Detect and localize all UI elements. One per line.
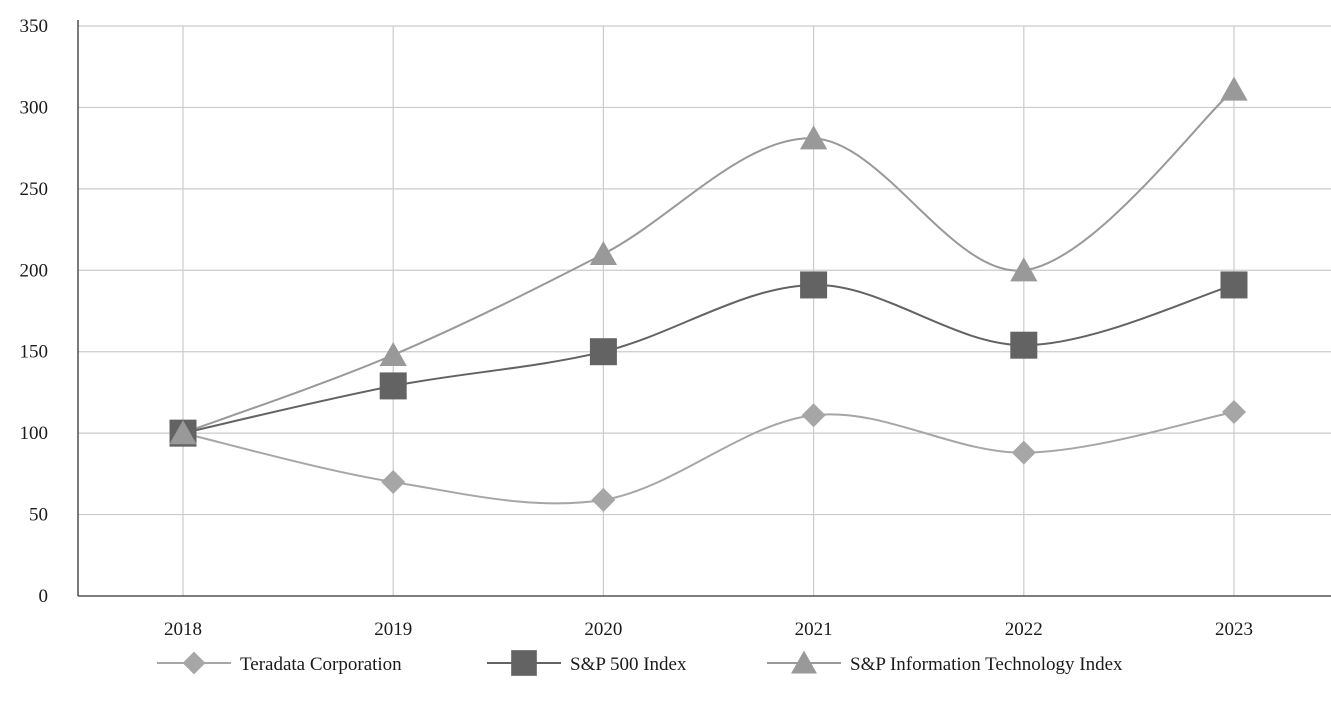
series-line-sandp-information-technology-index [182, 88, 1235, 435]
data-point-sandp-500-index-2020 [589, 338, 617, 366]
legend-marker-teradata-corporation [182, 651, 206, 675]
data-point-sandp-500-index-2019 [379, 372, 407, 400]
x-tick-label-2019: 2019 [374, 619, 412, 640]
data-point-sandp-information-technology-index-2018 [169, 420, 197, 445]
y-tick-label-200: 200 [20, 260, 49, 281]
series-line-sandp-500-index [182, 283, 1235, 435]
legend-label-sandp-information-technology-index: S&P Information Technology Index [850, 654, 1123, 675]
series-markers [169, 76, 1248, 512]
y-tick-label-0: 0 [39, 586, 49, 607]
x-tick-label-2021: 2021 [795, 619, 833, 640]
data-point-sandp-500-index-2023 [1220, 271, 1248, 299]
y-tick-label-350: 350 [20, 16, 49, 37]
data-point-teradata-corporation-2020 [591, 487, 616, 512]
data-point-teradata-corporation-2023 [1222, 399, 1246, 424]
legend-item-teradata-corporation: Teradata Corporation [157, 651, 402, 675]
x-tick-label-2022: 2022 [1005, 619, 1043, 640]
legend-item-sandp-information-technology-index: S&P Information Technology Index [767, 650, 1123, 675]
y-tick-label-250: 250 [20, 179, 49, 200]
series-line-teradata-corporation [182, 410, 1235, 505]
data-point-teradata-corporation-2022 [1011, 440, 1036, 465]
x-tick-label-2020: 2020 [584, 619, 622, 640]
y-tick-label-300: 300 [20, 97, 49, 118]
data-point-sandp-500-index-2022 [1010, 331, 1038, 359]
y-tick-label-100: 100 [20, 423, 49, 444]
data-point-sandp-information-technology-index-2019 [379, 341, 407, 367]
y-tick-label-150: 150 [20, 342, 49, 363]
y-axis-tick-labels: 0 50 100 150 200 250 300 350 [20, 16, 49, 607]
legend-label-teradata-corporation: Teradata Corporation [240, 654, 402, 675]
data-point-teradata-corporation-2021 [801, 403, 826, 428]
x-tick-label-2018: 2018 [164, 619, 202, 640]
grid-lines [78, 25, 1331, 596]
x-tick-label-2023: 2023 [1215, 619, 1253, 640]
x-axis-tick-labels: 2018 2019 2020 2021 2022 2023 [164, 619, 1253, 640]
series-lines [182, 88, 1235, 505]
data-point-sandp-information-technology-index-2021 [799, 125, 828, 150]
data-point-sandp-information-technology-index-2023 [1220, 76, 1248, 101]
data-point-sandp-information-technology-index-2022 [1010, 257, 1038, 282]
axes [77, 20, 1331, 597]
data-point-teradata-corporation-2019 [381, 470, 406, 494]
data-point-sandp-information-technology-index-2020 [589, 241, 618, 266]
legend-marker-sandp-500-index [511, 650, 537, 676]
y-tick-label-50: 50 [29, 505, 48, 526]
legend-marker-sandp-information-technology-index [791, 650, 817, 674]
legend-label-sandp-500-index: S&P 500 Index [570, 654, 687, 675]
legend: Teradata Corporation S&P 500 Index S&P Inf… [157, 650, 1123, 676]
data-point-sandp-500-index-2021 [800, 271, 828, 299]
legend-item-sandp-500-index: S&P 500 Index [487, 650, 687, 676]
